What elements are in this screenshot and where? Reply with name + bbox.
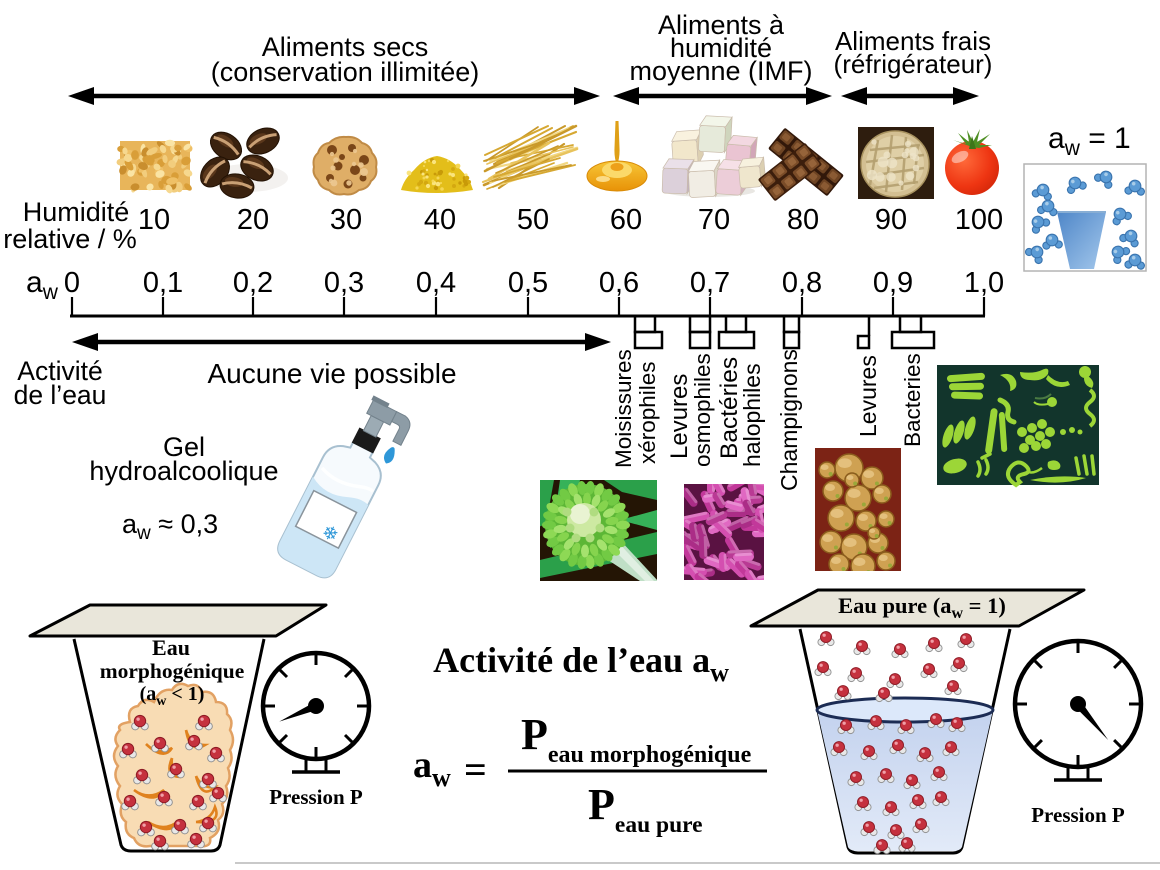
svg-text:Bactéries: Bactéries xyxy=(716,357,743,459)
svg-text:hydroalcoolique: hydroalcoolique xyxy=(89,456,278,486)
svg-text:Eau pure (aw = 1): Eau pure (aw = 1) xyxy=(838,593,1006,622)
svg-text:Pression P: Pression P xyxy=(1031,803,1125,827)
svg-text:relative / %: relative / % xyxy=(3,224,137,254)
svg-text:Levures: Levures xyxy=(855,355,881,437)
svg-text:Bacteries: Bacteries xyxy=(900,353,925,447)
svg-text:(conservation illimitée): (conservation illimitée) xyxy=(211,57,480,87)
svg-text:=: = xyxy=(464,747,487,792)
svg-text:0,1: 0,1 xyxy=(143,267,183,299)
svg-text:aw = 1: aw = 1 xyxy=(1048,122,1131,160)
svg-text:halophiles: halophiles xyxy=(739,363,765,467)
svg-text:90: 90 xyxy=(875,204,907,236)
svg-text:70: 70 xyxy=(698,204,730,236)
svg-text:Moisissures: Moisissures xyxy=(611,349,636,468)
svg-text:Pression P: Pression P xyxy=(269,785,363,809)
svg-text:humidité: humidité xyxy=(670,33,772,63)
svg-text:morphogénique: morphogénique xyxy=(100,659,245,683)
svg-text:(aw < 1): (aw < 1) xyxy=(140,683,205,709)
svg-text:moyenne (IMF): moyenne (IMF) xyxy=(629,56,812,86)
svg-text:50: 50 xyxy=(517,204,549,236)
svg-text:40: 40 xyxy=(424,204,456,236)
svg-text:Activité de l’eau aw: Activité de l’eau aw xyxy=(433,640,729,687)
svg-text:Champignons: Champignons xyxy=(776,349,802,491)
svg-text:0,7: 0,7 xyxy=(690,267,730,299)
svg-text:0,6: 0,6 xyxy=(599,267,639,299)
svg-text:Levures: Levures xyxy=(666,374,693,459)
svg-text:Gel: Gel xyxy=(163,432,205,462)
svg-text:Eau: Eau xyxy=(152,635,190,660)
svg-text:aw ≈ 0,3: aw ≈ 0,3 xyxy=(122,509,218,544)
svg-text:10: 10 xyxy=(138,204,170,236)
svg-text:100: 100 xyxy=(955,204,1003,236)
svg-text:osmophiles: osmophiles xyxy=(690,353,715,467)
svg-text:de l’eau: de l’eau xyxy=(14,380,107,410)
svg-text:0,3: 0,3 xyxy=(324,267,364,299)
svg-text:20: 20 xyxy=(237,204,269,236)
svg-text:80: 80 xyxy=(787,204,819,236)
svg-text:(réfrigérateur): (réfrigérateur) xyxy=(834,49,993,79)
svg-text:60: 60 xyxy=(610,204,642,236)
svg-text:Aucune vie possible: Aucune vie possible xyxy=(207,358,456,389)
svg-text:0,8: 0,8 xyxy=(782,267,822,299)
svg-text:0: 0 xyxy=(64,267,80,299)
svg-text:xérophiles: xérophiles xyxy=(635,361,660,464)
svg-text:Humidité: Humidité xyxy=(23,197,130,227)
svg-text:Aliments frais: Aliments frais xyxy=(835,26,991,56)
svg-text:0,5: 0,5 xyxy=(508,267,548,299)
svg-text:Aliments secs: Aliments secs xyxy=(262,32,429,62)
svg-text:0,4: 0,4 xyxy=(416,267,456,299)
svg-text:0,2: 0,2 xyxy=(233,267,273,299)
svg-text:Activité: Activité xyxy=(17,356,102,386)
svg-text:0,9: 0,9 xyxy=(873,267,913,299)
svg-text:1,0: 1,0 xyxy=(964,267,1004,299)
svg-text:30: 30 xyxy=(330,204,362,236)
svg-text:Aliments à: Aliments à xyxy=(658,10,785,40)
